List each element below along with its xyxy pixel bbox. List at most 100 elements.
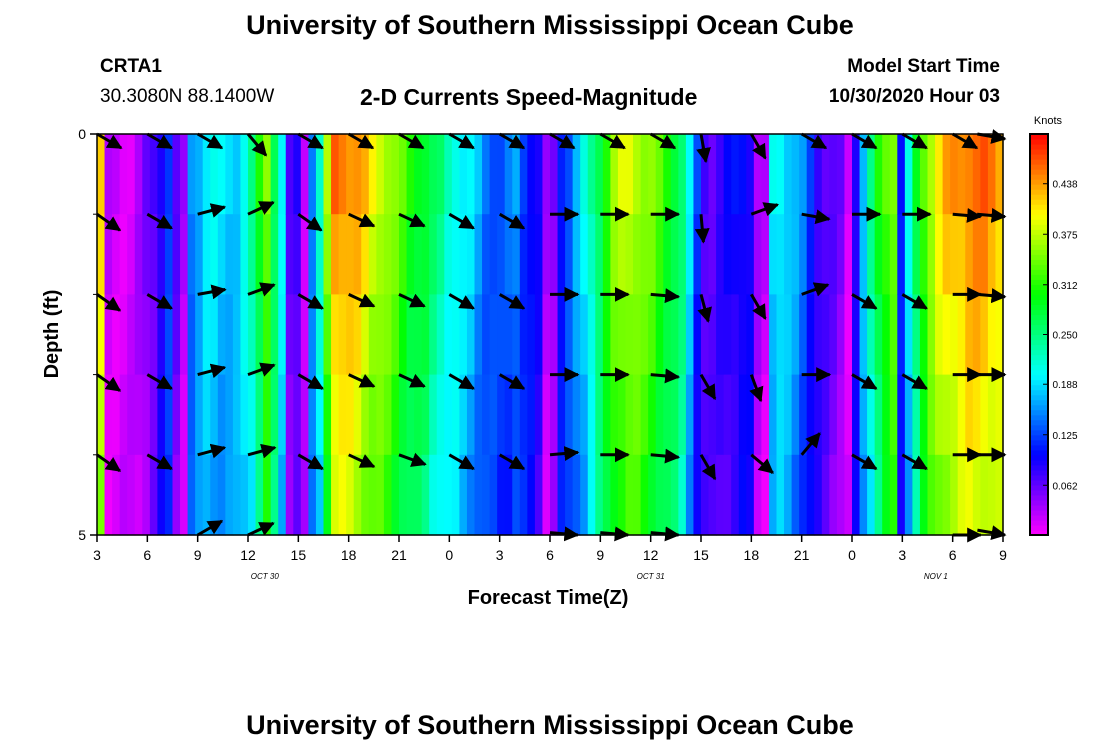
heat-cell — [663, 294, 672, 376]
heat-cell — [248, 454, 257, 536]
heat-cell — [859, 374, 868, 456]
heat-cell — [383, 294, 393, 376]
heat-cell — [867, 134, 876, 215]
heat-cell — [844, 134, 853, 215]
heat-cell — [248, 294, 257, 376]
colorbar-segment — [1030, 459, 1048, 466]
heat-cell — [655, 214, 664, 295]
heat-cell — [972, 214, 981, 295]
heat-cell — [429, 214, 438, 295]
colorbar-segment — [1030, 369, 1048, 376]
heat-cell — [414, 214, 423, 295]
heat-cell — [368, 454, 377, 536]
heat-cell — [670, 294, 679, 376]
y-axis-label: Depth (ft) — [41, 290, 63, 379]
heat-cell — [263, 374, 272, 456]
heat-cell — [164, 214, 174, 295]
heat-cell — [429, 374, 438, 456]
heat-cell — [436, 294, 445, 376]
heat-cell — [965, 294, 974, 376]
heat-cell — [391, 374, 400, 456]
heat-cell — [746, 294, 755, 376]
heat-cell — [859, 134, 868, 215]
heat-cell — [285, 134, 294, 215]
heat-cell — [542, 134, 551, 215]
current-arrow — [549, 132, 576, 150]
heat-cell — [965, 454, 974, 536]
heat-cell — [610, 134, 619, 215]
current-arrow — [694, 214, 710, 244]
heat-cell — [497, 374, 506, 456]
colorbar-segment — [1030, 514, 1048, 521]
heat-cell — [625, 454, 634, 536]
heat-cell — [534, 134, 544, 215]
heat-cell — [814, 374, 823, 456]
heat-cell — [187, 374, 196, 456]
model-start-label: Model Start Time — [847, 56, 1000, 77]
heat-cell — [912, 374, 921, 456]
heat-cell — [776, 454, 785, 536]
heat-cell — [368, 374, 377, 456]
current-arrow — [901, 293, 928, 310]
heat-cell — [602, 134, 611, 215]
heat-cell — [164, 374, 174, 456]
heat-cell — [278, 454, 287, 536]
heat-cell — [761, 214, 770, 295]
colorbar-segment — [1030, 329, 1048, 336]
heat-cell — [104, 374, 113, 456]
heat-cell — [323, 454, 332, 536]
heat-cell — [270, 134, 279, 215]
heat-cell — [527, 454, 536, 536]
colorbar-segment — [1030, 244, 1048, 250]
heat-cell — [655, 134, 664, 215]
heat-cell — [836, 294, 846, 376]
heat-cell — [806, 214, 815, 295]
heat-cell — [776, 214, 785, 295]
heat-cell — [761, 454, 770, 536]
date-label: NOV 1 — [924, 572, 948, 581]
current-arrow — [952, 207, 983, 223]
heat-cell — [293, 134, 302, 215]
heat-cell — [149, 454, 158, 536]
heat-cell — [980, 134, 989, 215]
heat-cell — [270, 214, 279, 295]
colorbar: 0.438 0.375 0.312 0.250 0.188 0.125 0.062 — [1030, 134, 1078, 536]
heat-cell — [285, 294, 294, 376]
heat-cell — [821, 374, 830, 456]
colorbar-segment — [1030, 259, 1048, 265]
heat-cell — [414, 294, 423, 376]
heat-cell — [451, 214, 460, 295]
colorbar-segment — [1030, 189, 1048, 195]
heat-cell — [300, 134, 309, 215]
heat-cell — [580, 134, 589, 215]
heat-cell — [180, 134, 189, 215]
heat-cell — [799, 294, 808, 376]
heat-cell — [670, 134, 679, 215]
heat-cell — [406, 134, 415, 215]
heat-cell — [202, 294, 211, 376]
current-arrow — [851, 132, 878, 150]
heat-cell — [489, 294, 498, 376]
heat-cell — [723, 454, 732, 536]
heat-cell — [195, 374, 204, 456]
heat-cell — [331, 294, 340, 376]
heat-cell — [723, 294, 732, 376]
heat-cell — [308, 454, 317, 536]
colorbar-segment — [1030, 304, 1048, 311]
colorbar-segment — [1030, 474, 1048, 481]
heat-cell — [595, 134, 604, 215]
heat-cell — [149, 214, 158, 295]
current-arrow — [247, 282, 276, 297]
heat-cell — [806, 294, 815, 376]
current-arrow — [297, 132, 324, 150]
heat-cell — [338, 214, 347, 295]
heat-cell — [791, 294, 800, 376]
heat-cell — [308, 214, 317, 295]
colorbar-segment — [1030, 249, 1048, 255]
current-arrow — [498, 293, 526, 310]
colorbar-segment — [1030, 234, 1048, 240]
heat-cell — [180, 294, 189, 376]
heat-cell — [753, 374, 762, 456]
heat-cell — [648, 454, 657, 536]
current-arrow — [398, 132, 425, 150]
